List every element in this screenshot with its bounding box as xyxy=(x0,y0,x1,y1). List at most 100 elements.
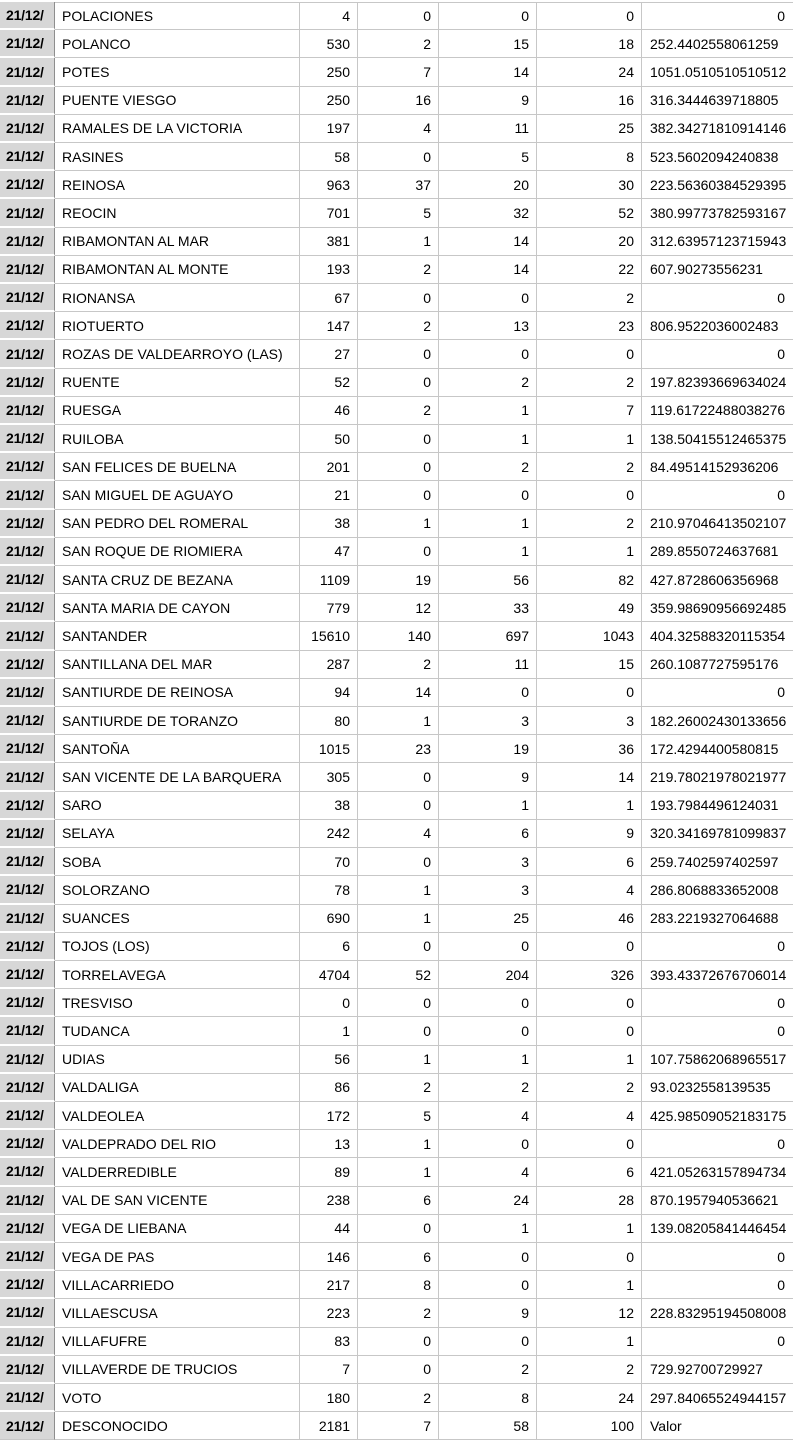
value-cell[interactable]: 1051.0510510510512 xyxy=(642,58,793,87)
numeric-cell[interactable]: 2 xyxy=(537,284,642,313)
numeric-cell[interactable]: 32 xyxy=(439,199,537,228)
numeric-cell[interactable]: 0 xyxy=(439,989,537,1018)
numeric-cell[interactable]: 381 xyxy=(300,227,358,256)
numeric-cell[interactable]: 24 xyxy=(537,1383,642,1413)
numeric-cell[interactable]: 140 xyxy=(358,622,439,651)
value-cell[interactable]: 0 xyxy=(642,1130,793,1159)
numeric-cell[interactable]: 1 xyxy=(537,1045,642,1074)
numeric-cell[interactable]: 2 xyxy=(439,1355,537,1384)
value-cell[interactable]: 359.98690956692485 xyxy=(642,594,793,623)
value-cell[interactable]: 0 xyxy=(642,1271,793,1300)
numeric-cell[interactable]: 250 xyxy=(300,58,358,87)
municipality-cell[interactable]: RUESGA xyxy=(55,396,300,426)
numeric-cell[interactable]: 1 xyxy=(358,707,439,736)
municipality-cell[interactable]: SAN FELICES DE BUELNA xyxy=(55,453,300,482)
numeric-cell[interactable]: 0 xyxy=(439,1130,537,1159)
numeric-cell[interactable]: 30 xyxy=(537,171,642,200)
numeric-cell[interactable]: 33 xyxy=(439,594,537,623)
municipality-cell[interactable]: VILLAVERDE DE TRUCIOS xyxy=(55,1355,300,1384)
municipality-cell[interactable]: RIBAMONTAN AL MONTE xyxy=(55,255,300,285)
numeric-cell[interactable]: 46 xyxy=(537,904,642,933)
value-cell[interactable]: 0 xyxy=(642,989,793,1018)
numeric-cell[interactable]: 0 xyxy=(358,989,439,1018)
numeric-cell[interactable]: 11 xyxy=(439,114,537,144)
numeric-cell[interactable]: 7 xyxy=(358,1412,439,1440)
numeric-cell[interactable]: 5 xyxy=(439,143,537,172)
numeric-cell[interactable]: 38 xyxy=(300,791,358,820)
numeric-cell[interactable]: 1 xyxy=(537,1214,642,1243)
date-cell[interactable]: 21/12/ xyxy=(0,537,55,567)
numeric-cell[interactable]: 58 xyxy=(300,143,358,172)
numeric-cell[interactable]: 23 xyxy=(537,312,642,341)
municipality-cell[interactable]: SAN PEDRO DEL ROMERAL xyxy=(55,509,300,538)
numeric-cell[interactable]: 2 xyxy=(358,30,439,59)
municipality-cell[interactable]: TOJOS (LOS) xyxy=(55,932,300,961)
numeric-cell[interactable]: 56 xyxy=(300,1045,358,1074)
numeric-cell[interactable]: 287 xyxy=(300,650,358,679)
numeric-cell[interactable]: 0 xyxy=(358,1355,439,1384)
numeric-cell[interactable]: 4 xyxy=(358,819,439,849)
date-cell[interactable]: 21/12/ xyxy=(0,171,55,200)
numeric-cell[interactable]: 0 xyxy=(358,763,439,792)
numeric-cell[interactable]: 0 xyxy=(358,368,439,397)
municipality-cell[interactable]: VALDEOLEA xyxy=(55,1101,300,1131)
numeric-cell[interactable]: 4 xyxy=(439,1158,537,1187)
date-cell[interactable]: 21/12/ xyxy=(0,481,55,510)
numeric-cell[interactable]: 4 xyxy=(358,114,439,144)
date-cell[interactable]: 21/12/ xyxy=(0,1017,55,1046)
numeric-cell[interactable]: 1 xyxy=(439,425,537,454)
numeric-cell[interactable]: 27 xyxy=(300,340,358,369)
numeric-cell[interactable]: 0 xyxy=(358,848,439,877)
numeric-cell[interactable]: 172 xyxy=(300,1101,358,1131)
numeric-cell[interactable]: 9 xyxy=(439,86,537,115)
value-cell[interactable]: 380.99773782593167 xyxy=(642,199,793,228)
date-cell[interactable]: 21/12/ xyxy=(0,509,55,538)
date-cell[interactable]: 21/12/ xyxy=(0,876,55,905)
numeric-cell[interactable]: 49 xyxy=(537,594,642,623)
numeric-cell[interactable]: 238 xyxy=(300,1186,358,1215)
municipality-cell[interactable]: VALDERREDIBLE xyxy=(55,1158,300,1187)
date-cell[interactable]: 21/12/ xyxy=(0,791,55,820)
numeric-cell[interactable]: 217 xyxy=(300,1271,358,1300)
municipality-cell[interactable]: VALDALIGA xyxy=(55,1073,300,1102)
value-cell[interactable]: 182.26002430133656 xyxy=(642,707,793,736)
numeric-cell[interactable]: 2 xyxy=(358,1299,439,1328)
numeric-cell[interactable]: 44 xyxy=(300,1214,358,1243)
numeric-cell[interactable]: 6 xyxy=(358,1242,439,1272)
date-cell[interactable]: 21/12/ xyxy=(0,848,55,877)
date-cell[interactable]: 21/12/ xyxy=(0,763,55,792)
numeric-cell[interactable]: 0 xyxy=(358,1214,439,1243)
municipality-cell[interactable]: RUENTE xyxy=(55,368,300,397)
municipality-cell[interactable]: SAN VICENTE DE LA BARQUERA xyxy=(55,763,300,792)
numeric-cell[interactable]: 2 xyxy=(537,453,642,482)
numeric-cell[interactable]: 14 xyxy=(358,678,439,708)
date-cell[interactable]: 21/12/ xyxy=(0,199,55,228)
value-cell[interactable]: 0 xyxy=(642,340,793,369)
date-cell[interactable]: 21/12/ xyxy=(0,1242,55,1272)
municipality-cell[interactable]: POTES xyxy=(55,58,300,87)
date-cell[interactable]: 21/12/ xyxy=(0,594,55,623)
municipality-cell[interactable]: VILLAFUFRE xyxy=(55,1327,300,1356)
municipality-cell[interactable]: VEGA DE LIEBANA xyxy=(55,1214,300,1243)
date-cell[interactable]: 21/12/ xyxy=(0,819,55,849)
municipality-cell[interactable]: SUANCES xyxy=(55,904,300,933)
numeric-cell[interactable]: 15610 xyxy=(300,622,358,651)
numeric-cell[interactable]: 201 xyxy=(300,453,358,482)
numeric-cell[interactable]: 197 xyxy=(300,114,358,144)
municipality-cell[interactable]: RUILOBA xyxy=(55,425,300,454)
numeric-cell[interactable]: 50 xyxy=(300,425,358,454)
numeric-cell[interactable]: 14 xyxy=(537,763,642,792)
numeric-cell[interactable]: 9 xyxy=(439,763,537,792)
numeric-cell[interactable]: 70 xyxy=(300,848,358,877)
value-cell[interactable]: 870.1957940536621 xyxy=(642,1187,793,1215)
value-cell[interactable]: 729.92700729927 xyxy=(642,1356,793,1384)
municipality-cell[interactable]: PUENTE VIESGO xyxy=(55,86,300,115)
municipality-cell[interactable]: TUDANCA xyxy=(55,1017,300,1046)
municipality-cell[interactable]: VAL DE SAN VICENTE xyxy=(55,1186,300,1215)
numeric-cell[interactable]: 0 xyxy=(537,1130,642,1159)
municipality-cell[interactable]: TRESVISO xyxy=(55,989,300,1018)
municipality-cell[interactable]: RIONANSA xyxy=(55,284,300,313)
numeric-cell[interactable]: 0 xyxy=(439,2,537,31)
numeric-cell[interactable]: 1 xyxy=(358,1158,439,1187)
municipality-cell[interactable]: SANTIURDE DE TORANZO xyxy=(55,707,300,736)
